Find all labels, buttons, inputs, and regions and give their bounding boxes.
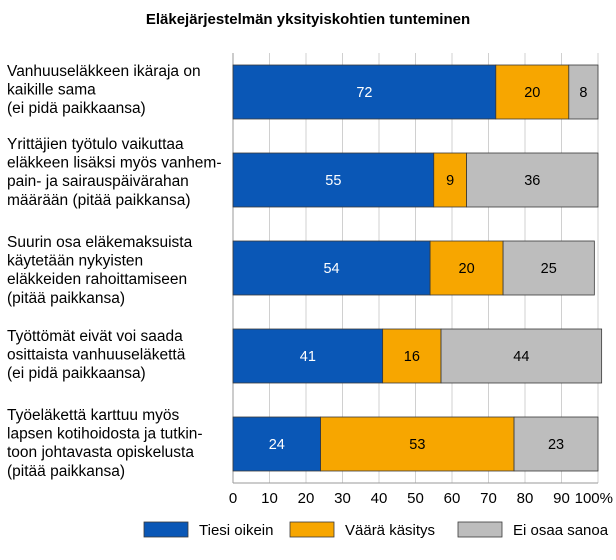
- category-label-line: (pitää paikkansa): [7, 290, 125, 307]
- bar-segment: [568, 64, 599, 120]
- bar-segment: [232, 240, 431, 296]
- legend-swatch: [457, 521, 503, 538]
- data-label: 9: [446, 173, 454, 189]
- category-label: Työttömät eivät voi saada osittaista vanh…: [7, 328, 186, 382]
- category-label-line: (pitää paikkansa): [7, 463, 125, 480]
- category-label: Yrittäjien työtulo vaikuttaa eläkkeen lis…: [7, 136, 222, 209]
- data-label: 20: [524, 85, 540, 101]
- category-label-line: määrään (pitää paikkansa): [7, 192, 191, 209]
- x-tick-label: 0: [229, 490, 237, 507]
- category-label-line: käytetään nykyisten: [7, 253, 143, 270]
- data-label: 20: [459, 261, 475, 277]
- x-tick-label: 50: [407, 490, 424, 507]
- bars: 72 20 8 55 9 36 54 20 25 41 16 44 24 53 23: [232, 64, 603, 472]
- x-tick-label: 70: [480, 490, 497, 507]
- category-label-line: osittaista vanhuuseläkettä: [7, 347, 186, 364]
- category-label: Vanhuuseläkkeen ikäraja on kaikille sama(…: [7, 63, 201, 117]
- bar-segment: [232, 328, 384, 384]
- data-label: 25: [541, 261, 557, 277]
- legend-swatch: [143, 521, 189, 538]
- category-label-line: (ei pidä paikkaansa): [7, 100, 146, 117]
- bar-segment: [433, 152, 467, 208]
- legend-label: Väärä käsitys: [345, 522, 435, 539]
- bar-segment: [495, 64, 570, 120]
- category-label-line: pain- ja sairauspäivärahan: [7, 173, 189, 190]
- legend-label: Tiesi oikein: [199, 522, 273, 539]
- bar-segment: [382, 328, 442, 384]
- bar-segment: [513, 416, 599, 472]
- data-label: 72: [356, 85, 372, 101]
- category-label-line: (ei pidä paikkaansa): [7, 365, 146, 382]
- data-label: 54: [323, 261, 339, 277]
- bar-segment: [466, 152, 599, 208]
- category-label-line: kaikille sama: [7, 82, 96, 99]
- category-label-line: eläkkeen lisäksi myös vanhem-: [7, 155, 222, 172]
- data-label: 41: [300, 349, 316, 365]
- bar-segment: [320, 416, 515, 472]
- bar-segment: [232, 152, 435, 208]
- category-label: Suurin osa eläkemaksuista käytetään nykyi…: [7, 234, 193, 307]
- bar-segment: [232, 64, 497, 120]
- data-label: 55: [325, 173, 341, 189]
- category-label-line: eläkkeiden rahoittamiseen: [7, 271, 187, 288]
- x-tick-label: 40: [371, 490, 388, 507]
- data-label: 44: [513, 349, 529, 365]
- data-label: 23: [548, 437, 564, 453]
- data-label: 16: [404, 349, 420, 365]
- data-label: 24: [269, 437, 285, 453]
- x-axis: 0 10 20 30 40 50 60 70 80 90 100%: [229, 490, 613, 507]
- legend-swatch: [289, 521, 335, 538]
- x-tick-label: 20: [298, 490, 315, 507]
- category-label-line: Suurin osa eläkemaksuista: [7, 234, 193, 251]
- data-label: 8: [579, 85, 587, 101]
- category-label-line: toon johtavasta opiskelusta: [7, 444, 194, 461]
- x-tick-label: 60: [444, 490, 461, 507]
- x-tick-label: 100%: [575, 490, 613, 507]
- x-tick-label: 90: [553, 490, 570, 507]
- x-tick-label: 30: [334, 490, 351, 507]
- bar-segment: [502, 240, 595, 296]
- data-label: 36: [524, 173, 540, 189]
- category-label-line: Työeläkettä karttuu myös: [7, 407, 180, 424]
- category-labels: Vanhuuseläkkeen ikäraja on kaikille sama(…: [7, 63, 222, 480]
- category-label-line: Vanhuuseläkkeen ikäraja on: [7, 63, 201, 80]
- legend: Tiesi oikein Väärä käsitys Ei osaa sanoa: [143, 521, 609, 539]
- x-tick-label: 10: [261, 490, 278, 507]
- chart-title: Eläkejärjestelmän yksityiskohtien tuntem…: [146, 11, 470, 28]
- category-label-line: Työttömät eivät voi saada: [7, 328, 183, 345]
- legend-label: Ei osaa sanoa: [513, 522, 609, 539]
- data-label: 53: [409, 437, 425, 453]
- bar-segment: [232, 416, 321, 472]
- x-tick-label: 80: [517, 490, 534, 507]
- bar-segment: [440, 328, 603, 384]
- category-label-line: Yrittäjien työtulo vaikuttaa: [7, 136, 184, 153]
- category-label-line: lapsen kotihoidosta ja tutkin-: [7, 426, 203, 443]
- category-label: Työeläkettä karttuu myös lapsen kotihoido…: [7, 407, 203, 480]
